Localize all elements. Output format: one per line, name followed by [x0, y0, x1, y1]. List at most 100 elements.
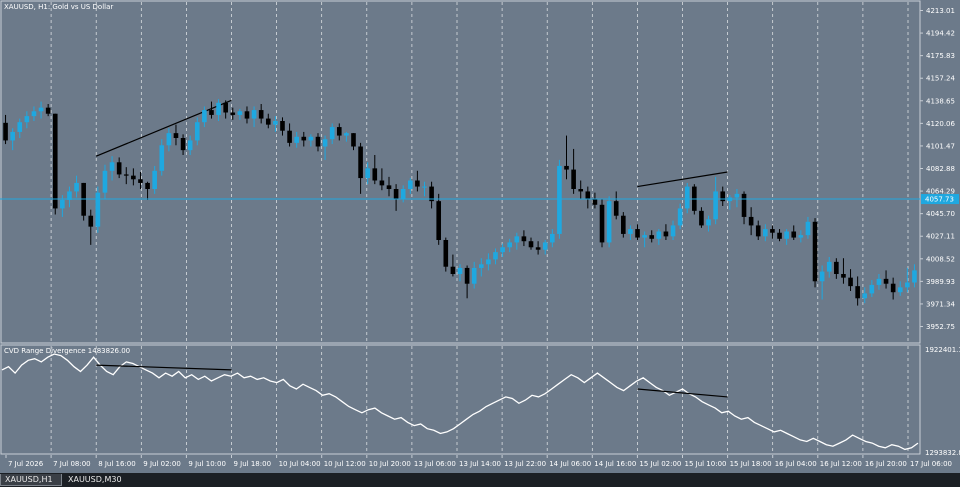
candle: [393, 184, 399, 211]
indicator-top-label: 1922401.19: [925, 346, 960, 354]
time-tick-label: 15 Jul 18:00: [730, 460, 772, 468]
candle: [344, 131, 349, 142]
candle: [649, 230, 655, 243]
candle: [102, 164, 108, 199]
trendlines[interactable]: [95, 99, 728, 188]
price-tick-label: 4157.24: [926, 75, 955, 83]
candle: [528, 237, 534, 250]
time-tick-label: 16 Jul 04:00: [775, 460, 817, 468]
candle: [131, 168, 136, 186]
candle: [684, 182, 690, 214]
price-tick-label: 4120.06: [926, 120, 955, 128]
chart-area[interactable]: 4213.01 4194.42 4175.83 4157.24 4138.65 4120.…: [0, 0, 960, 473]
candle: [52, 113, 58, 215]
price-tick-label: 4101.47: [926, 142, 955, 150]
candle: [265, 113, 271, 129]
candle: [805, 216, 811, 239]
time-tick-label: 13 Jul 14:00: [459, 460, 501, 468]
candle: [74, 175, 79, 198]
price-tick-label: 4138.65: [926, 97, 955, 105]
candle: [436, 193, 442, 245]
candle: [841, 258, 846, 284]
candle: [905, 267, 910, 293]
candle: [138, 172, 143, 189]
candle: [848, 269, 853, 291]
candle: [244, 106, 250, 124]
candle: [713, 176, 718, 225]
time-axis[interactable]: 7 Jul 2026 7 Jul 08:00 8 Jul 16:00 9 Jul 02…: [5, 455, 952, 468]
candle: [585, 186, 591, 209]
candle: [223, 100, 228, 119]
price-tick-label: 3989.93: [926, 278, 955, 286]
candle: [351, 133, 356, 151]
candle: [216, 99, 221, 121]
candle: [273, 116, 278, 132]
time-tick-label: 7 Jul 08:00: [53, 460, 91, 468]
price-axis[interactable]: 4213.01 4194.42 4175.83 4157.24 4138.65 4120.…: [920, 7, 955, 331]
candle: [202, 106, 207, 128]
candle: [464, 265, 470, 299]
price-tick-label: 4082.88: [926, 165, 955, 173]
candle: [294, 131, 299, 148]
price-trendline[interactable]: [95, 99, 232, 157]
candle: [237, 108, 243, 120]
candle: [770, 225, 775, 239]
time-tick-label: 9 Jul 02:00: [143, 460, 181, 468]
price-tick-label: 4213.01: [926, 7, 955, 15]
candle: [826, 257, 832, 278]
candle: [116, 157, 122, 179]
cvd-trendline[interactable]: [96, 364, 232, 371]
tab-xauusd-m30[interactable]: XAUUSD,M30: [68, 475, 122, 484]
candle: [31, 106, 37, 121]
candle: [230, 107, 236, 120]
candle: [514, 232, 520, 250]
candle: [777, 229, 782, 242]
candle: [507, 238, 513, 253]
candle: [152, 165, 157, 194]
time-tick-label: 16 Jul 20:00: [865, 460, 907, 468]
cvd-trendline[interactable]: [637, 388, 728, 398]
candle: [159, 139, 165, 176]
candle: [486, 253, 491, 271]
time-tick-label: 15 Jul 10:00: [685, 460, 727, 468]
candle: [45, 104, 51, 117]
tab-xauusd-h1[interactable]: XAUUSD,H1: [0, 474, 62, 486]
candle: [635, 224, 640, 240]
candle: [38, 101, 44, 119]
candle: [606, 196, 612, 248]
time-tick-label: 15 Jul 02:00: [639, 460, 681, 468]
candle: [67, 186, 72, 208]
time-tick-label: 7 Jul 2026: [8, 460, 44, 468]
candle: [621, 212, 626, 238]
candle: [720, 186, 726, 206]
candle: [443, 237, 449, 272]
main-panel-border: [0, 0, 921, 344]
candle: [734, 189, 740, 208]
time-tick-label: 17 Jul 06:00: [910, 460, 952, 468]
indicator-panel-border: [0, 344, 921, 455]
grid: [50, 2, 909, 453]
candle: [3, 114, 8, 145]
price-trendline[interactable]: [637, 171, 728, 188]
candles: [3, 99, 917, 306]
candle: [109, 156, 115, 181]
candle: [24, 111, 30, 129]
candle: [415, 170, 420, 192]
price-tick-label: 4175.83: [926, 52, 955, 60]
indicator-title: CVD Range Divergence 1483826.00: [4, 347, 130, 355]
candle: [322, 135, 328, 160]
candle: [500, 243, 505, 257]
candle: [471, 261, 477, 289]
candle: [748, 207, 754, 236]
candle: [670, 220, 676, 240]
candle: [763, 224, 768, 242]
candle: [862, 287, 868, 304]
candle: [521, 230, 527, 247]
candle: [194, 117, 200, 146]
time-tick-label: 14 Jul 06:00: [549, 460, 591, 468]
candle: [358, 142, 363, 194]
candle: [450, 254, 456, 277]
time-tick-label: 10 Jul 04:00: [279, 460, 321, 468]
candle: [542, 240, 548, 255]
candle: [123, 167, 129, 185]
